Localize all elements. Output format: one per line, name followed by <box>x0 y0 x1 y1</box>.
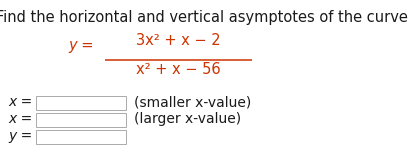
Text: y =: y = <box>68 38 94 53</box>
Text: Find the horizontal and vertical asymptotes of the curve.: Find the horizontal and vertical asympto… <box>0 10 409 25</box>
FancyBboxPatch shape <box>36 113 126 127</box>
Text: y =: y = <box>8 129 32 143</box>
Text: x² + x − 56: x² + x − 56 <box>136 62 220 77</box>
Text: x =: x = <box>8 112 32 126</box>
FancyBboxPatch shape <box>36 96 126 110</box>
Text: x =: x = <box>8 95 32 109</box>
Text: (larger x-value): (larger x-value) <box>134 112 241 126</box>
FancyBboxPatch shape <box>36 130 126 144</box>
Text: (smaller x-value): (smaller x-value) <box>134 95 251 109</box>
Text: 3x² + x − 2: 3x² + x − 2 <box>136 33 220 48</box>
